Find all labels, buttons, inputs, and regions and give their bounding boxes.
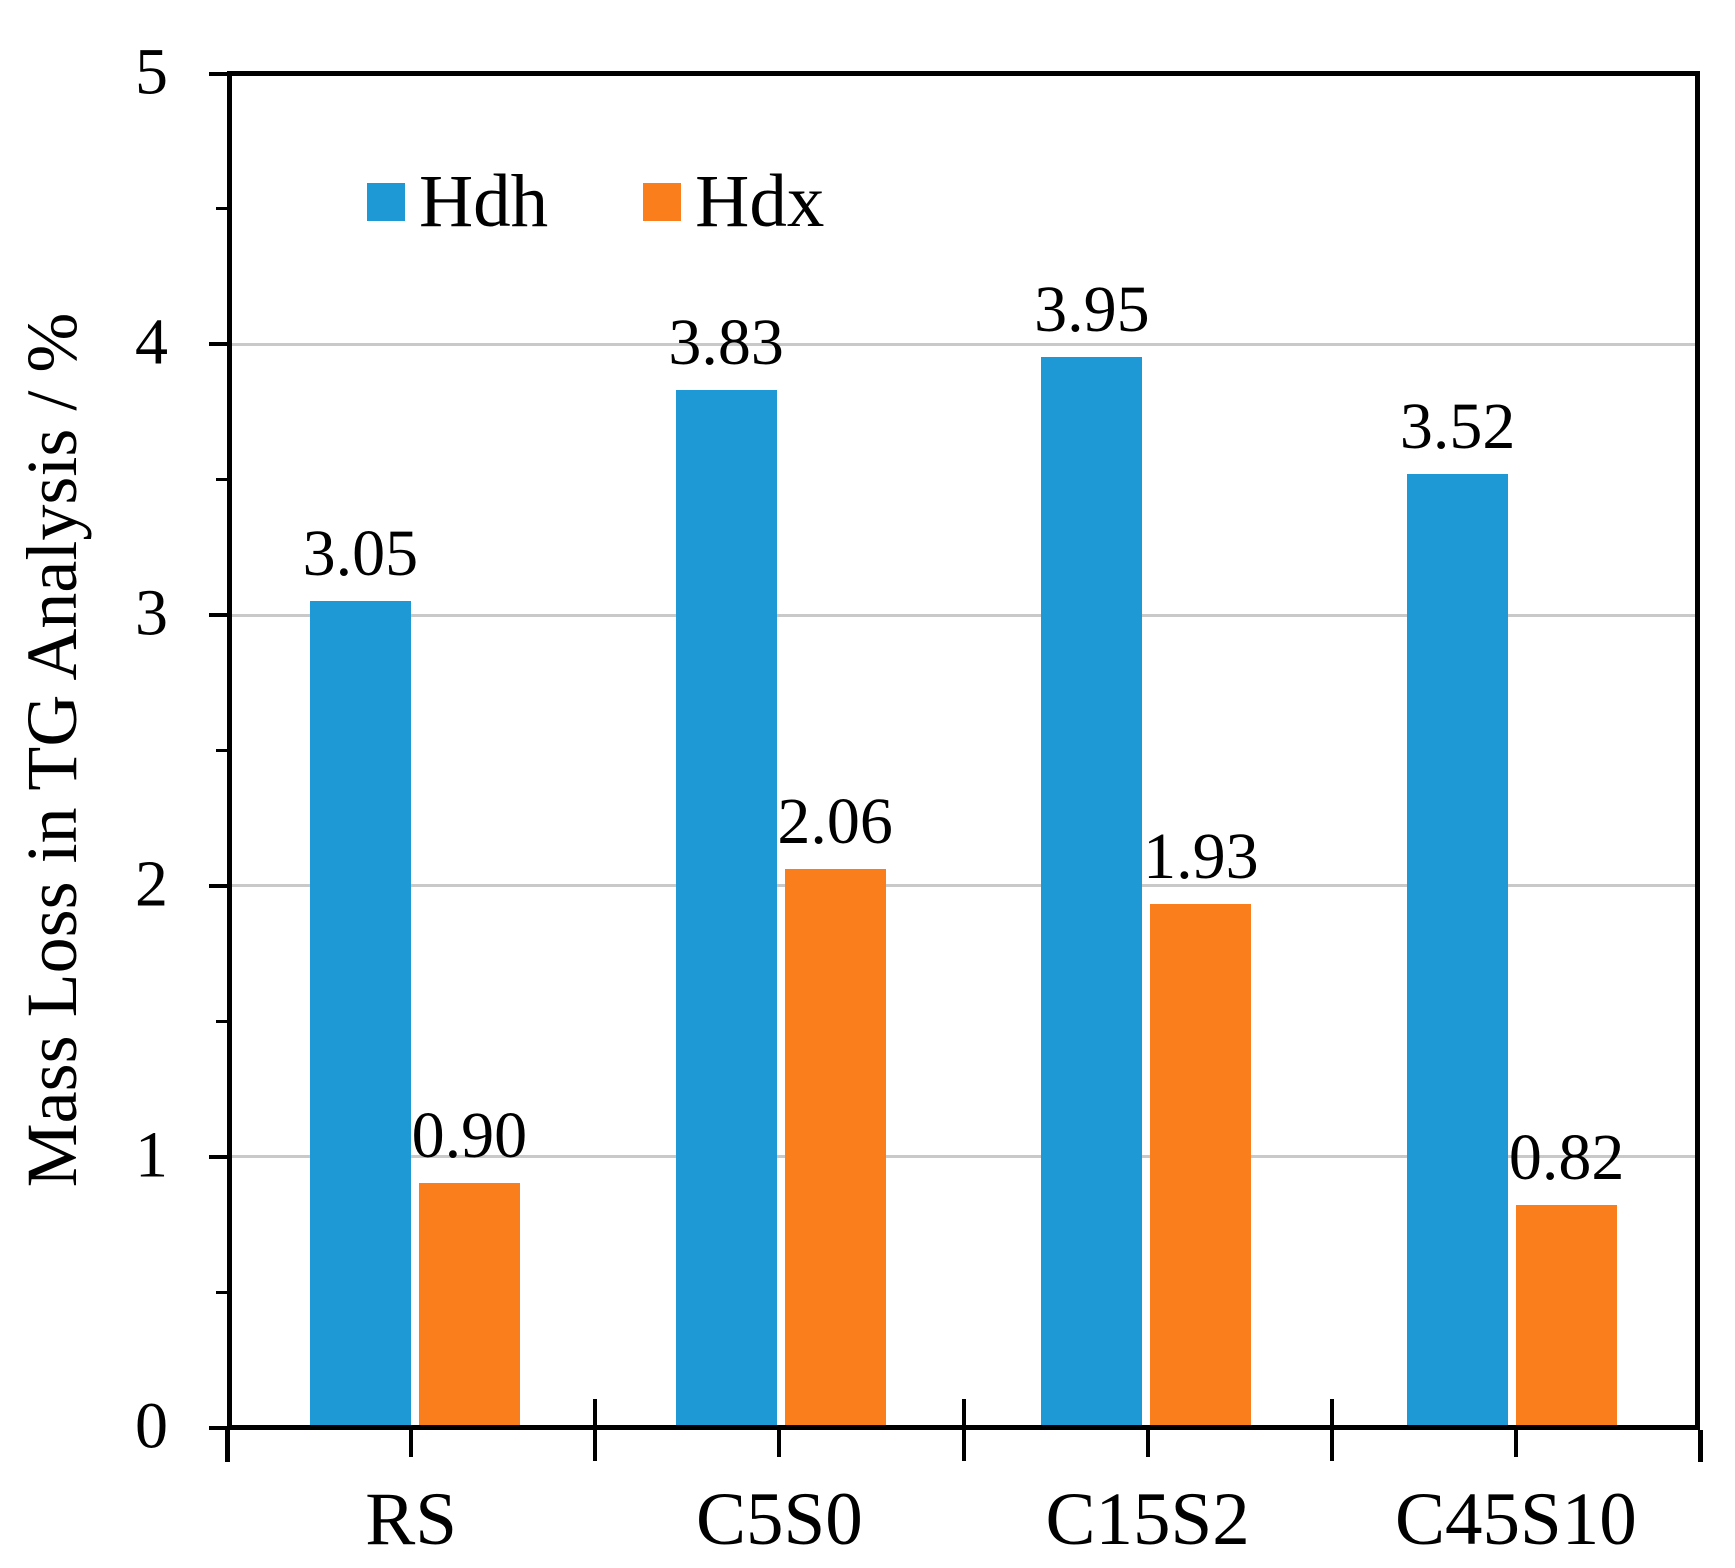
bar-hdh-RS (309, 601, 411, 1425)
bar-hdh-C45S10 (1407, 473, 1509, 1425)
y-major-tick-1 (209, 1154, 227, 1159)
gridline-1 (232, 1155, 1695, 1159)
bar-hdx-C15S2 (1150, 904, 1252, 1425)
legend-swatch-hdh (367, 182, 405, 221)
y-tick-label-2: 2 (135, 847, 168, 921)
bar-hdh-C5S0 (675, 389, 777, 1425)
y-tick-label-4: 4 (135, 305, 168, 379)
y-minor-tick (216, 749, 227, 752)
bar-hdx-C5S0 (784, 869, 886, 1425)
x-category-label-c15s2: C15S2 (1045, 1478, 1250, 1561)
x-edge-tick (224, 1429, 230, 1462)
gridline-2 (232, 884, 1695, 888)
bar-value-label: 2.06 (777, 785, 893, 859)
x-center-tick (777, 1429, 782, 1457)
y-tick-label-5: 5 (135, 35, 168, 109)
bar-hdh-C15S2 (1041, 357, 1143, 1425)
bar-hdx-C45S10 (1516, 1204, 1618, 1425)
x-center-tick (1513, 1429, 1518, 1457)
bar-value-label: 3.05 (302, 517, 419, 591)
y-tick-label-3: 3 (135, 576, 168, 650)
bar-value-label: 0.82 (1508, 1120, 1625, 1194)
x-boundary-tick (1329, 1398, 1334, 1461)
y-major-tick-5 (209, 71, 227, 76)
y-minor-tick (216, 478, 227, 482)
x-category-label-c45s10: C45S10 (1395, 1478, 1637, 1561)
x-category-label-c5s0: C5S0 (696, 1478, 863, 1561)
x-boundary-tick (593, 1398, 598, 1461)
y-tick-label-0: 0 (135, 1389, 168, 1463)
y-minor-tick (216, 1290, 227, 1294)
y-major-tick-0 (209, 1425, 227, 1430)
plot-area: Hdh Hdx 3.05 0.90 3.83 2.06 3.95 1.93 3.52 0.82 (227, 71, 1700, 1430)
y-minor-tick (216, 1019, 227, 1023)
x-center-tick (1145, 1429, 1150, 1457)
y-minor-tick (216, 207, 227, 211)
bar-value-label: 0.90 (411, 1099, 528, 1173)
bar-value-label: 1.93 (1143, 820, 1259, 894)
y-tick-label-1: 1 (135, 1118, 168, 1192)
bar-value-label: 3.95 (1034, 273, 1150, 347)
legend: Hdh Hdx (367, 164, 824, 239)
y-axis-title: Mass Loss in TG Analysis / % (12, 312, 92, 1188)
bar-value-label: 3.52 (1399, 389, 1516, 463)
legend-label-hdx: Hdx (695, 160, 825, 243)
legend-item-hdh: Hdh (367, 164, 548, 239)
y-major-tick-2 (209, 883, 227, 888)
y-major-tick-3 (209, 613, 227, 618)
plot-inner: Hdh Hdx 3.05 0.90 3.83 2.06 3.95 1.93 3.52 0.82 (232, 76, 1695, 1425)
bar-hdx-RS (418, 1183, 520, 1425)
x-category-label-rs: RS (365, 1478, 457, 1561)
x-center-tick (409, 1429, 414, 1457)
legend-swatch-hdx (643, 182, 682, 221)
bar-value-label: 3.83 (668, 305, 784, 379)
y-major-tick-4 (209, 342, 227, 347)
legend-label-hdh: Hdh (419, 160, 549, 243)
x-boundary-tick (961, 1398, 966, 1461)
gridline-4 (232, 342, 1695, 346)
gridline-3 (232, 613, 1695, 617)
x-edge-tick (1697, 1429, 1703, 1462)
legend-item-hdx: Hdx (643, 164, 824, 239)
